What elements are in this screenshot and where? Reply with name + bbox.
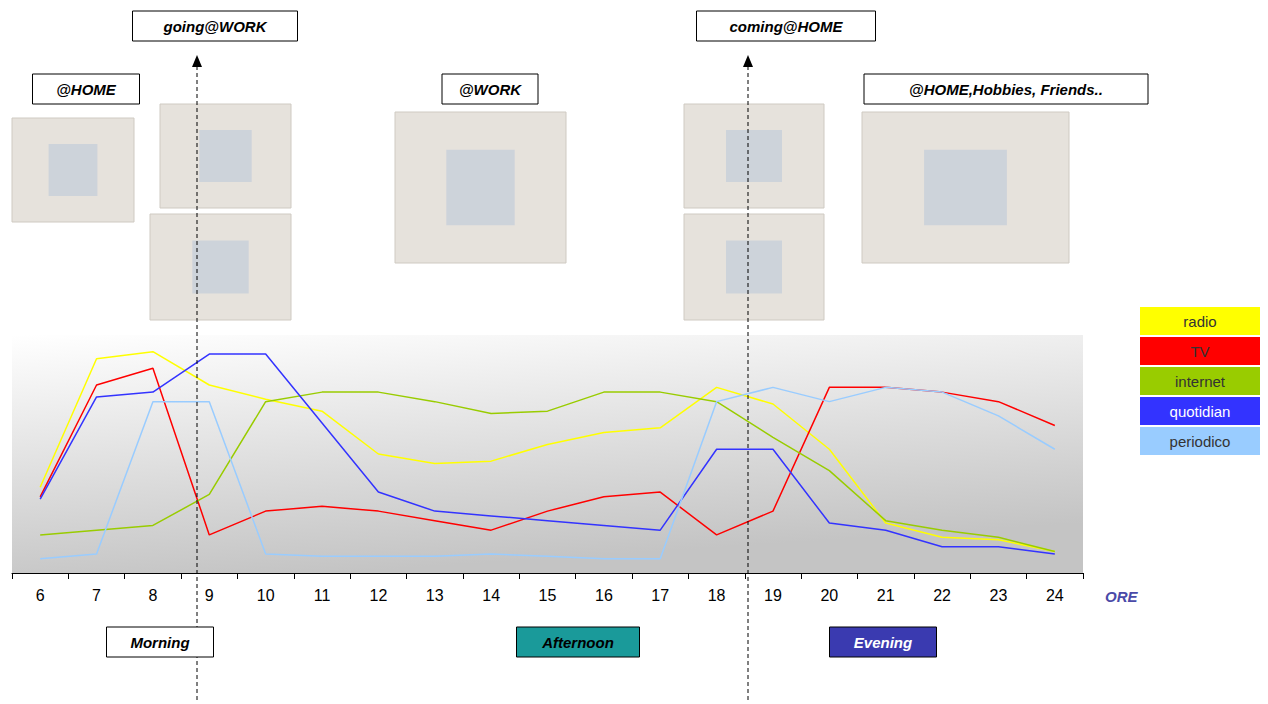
svg-text:17: 17 [651, 587, 669, 604]
svg-text:19: 19 [764, 587, 782, 604]
svg-text:11: 11 [314, 587, 331, 604]
svg-text:quotidian: quotidian [1170, 403, 1231, 420]
svg-text:radio: radio [1183, 313, 1216, 330]
svg-text:Afternoon: Afternoon [541, 634, 614, 651]
svg-text:@WORK: @WORK [459, 81, 522, 98]
svg-text:Morning: Morning [130, 634, 189, 651]
svg-text:22: 22 [933, 587, 951, 604]
svg-text:internet: internet [1175, 373, 1226, 390]
svg-text:ORE: ORE [1105, 588, 1139, 605]
svg-text:14: 14 [482, 587, 500, 604]
svg-text:@HOME: @HOME [56, 81, 117, 98]
svg-text:9: 9 [205, 587, 214, 604]
svg-text:13: 13 [426, 587, 444, 604]
svg-text:going@WORK: going@WORK [163, 18, 268, 35]
svg-text:8: 8 [148, 587, 157, 604]
svg-text:12: 12 [369, 587, 387, 604]
svg-text:21: 21 [877, 587, 895, 604]
svg-text:@HOME,Hobbies, Friends..: @HOME,Hobbies, Friends.. [909, 81, 1103, 98]
svg-text:TV: TV [1190, 343, 1209, 360]
svg-text:24: 24 [1046, 587, 1064, 604]
svg-text:7: 7 [92, 587, 101, 604]
svg-text:coming@HOME: coming@HOME [730, 18, 844, 35]
svg-text:15: 15 [539, 587, 557, 604]
svg-text:20: 20 [820, 587, 838, 604]
svg-text:Evening: Evening [854, 634, 912, 651]
svg-text:10: 10 [257, 587, 275, 604]
svg-text:16: 16 [595, 587, 613, 604]
svg-text:18: 18 [708, 587, 726, 604]
svg-text:periodico: periodico [1170, 433, 1231, 450]
svg-text:6: 6 [36, 587, 45, 604]
svg-text:23: 23 [990, 587, 1008, 604]
